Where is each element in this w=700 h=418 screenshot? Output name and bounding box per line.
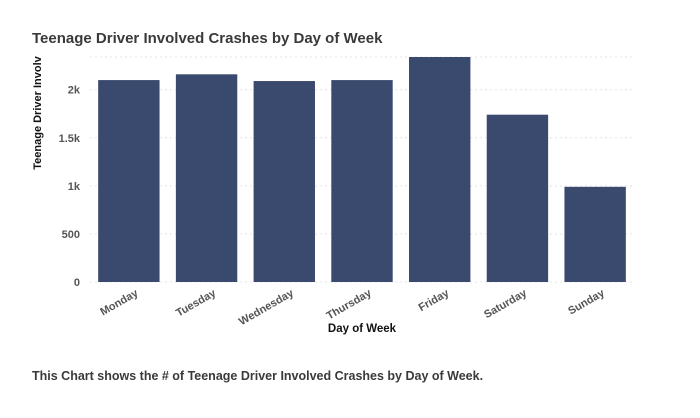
bar-sunday (564, 186, 626, 282)
y-tick-label: 2k (68, 85, 81, 97)
y-axis-label: Teenage Driver Involv (32, 55, 44, 169)
bar-saturday (486, 114, 549, 282)
y-axis-ticks: 0 500 1k 1.5k 2k (59, 85, 81, 289)
x-tick-label: Sunday (566, 287, 607, 318)
x-tick-label: Thursday (325, 287, 375, 323)
bar-monday (98, 80, 160, 282)
chart-title: Teenage Driver Involved Crashes by Day o… (32, 30, 383, 47)
y-tick-label: 0 (74, 277, 80, 289)
x-tick-label: Monday (98, 287, 141, 319)
x-tick-label: Wednesday (237, 287, 297, 328)
y-tick-label: 1.5k (59, 133, 81, 145)
bar-thursday (331, 80, 393, 282)
chart-caption: This Chart shows the # of Teenage Driver… (32, 369, 484, 383)
x-tick-label: Friday (417, 287, 452, 314)
y-tick-label: 1k (68, 181, 81, 193)
bar-tuesday (175, 74, 238, 282)
bars (98, 57, 626, 283)
x-axis-label: Day of Week (328, 323, 397, 335)
x-axis-ticks: Monday Tuesday Wednesday Thursday Friday Satu… (98, 287, 607, 328)
bar-wednesday (253, 81, 315, 283)
y-tick-label: 500 (62, 229, 80, 241)
x-tick-label: Saturday (482, 287, 530, 321)
x-tick-label: Tuesday (174, 287, 219, 320)
bar-friday (409, 57, 471, 282)
